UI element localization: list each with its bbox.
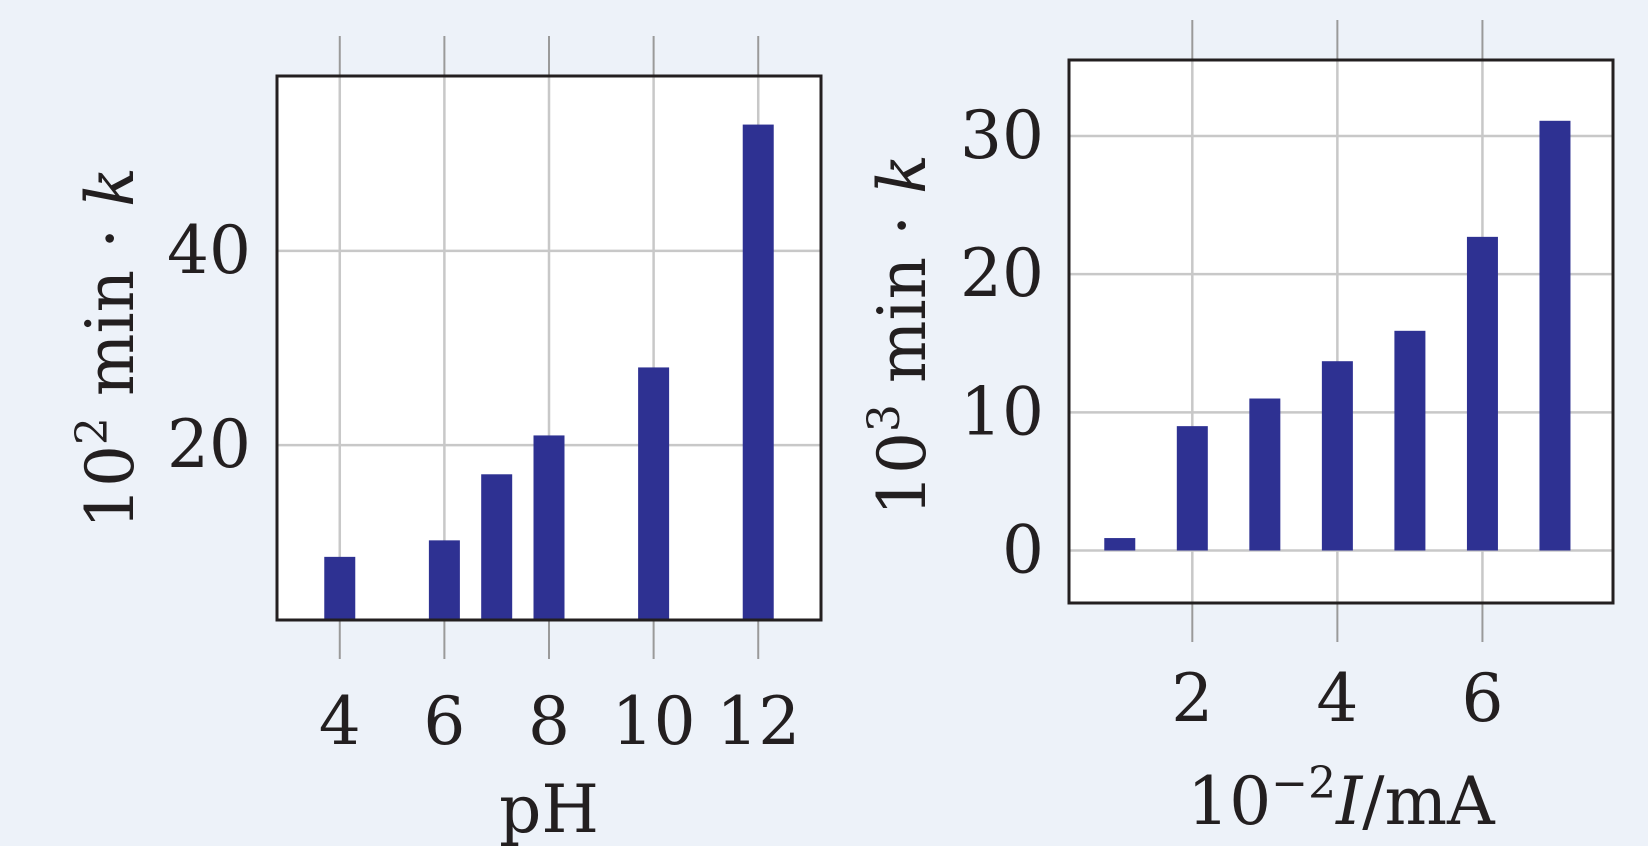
chart-left-bars [324, 124, 774, 621]
chart-left-bar-1 [428, 540, 460, 620]
chart-left-outer-ticks [338, 36, 760, 659]
chart-right-ylabel-unit: min · [864, 194, 941, 404]
chart-right-xlabel-symbol: I [1335, 763, 1364, 840]
chart-right-xtick-label-6: 6 [1461, 660, 1503, 737]
chart-right-ytick-label-0: 0 [1002, 511, 1044, 588]
chart-right-xlabel: 10−2I/mA [1187, 758, 1496, 840]
chart-left-ytick-label-40: 40 [167, 212, 251, 289]
chart-left-xtick-labels: 4 6 8 10 12 [319, 683, 800, 760]
chart-right-ylabel-prefix: 10 [864, 432, 941, 516]
chart-left-bar-4 [638, 367, 670, 620]
chart-left-ylabel-unit: min · [72, 207, 149, 417]
chart-right-ytick-labels: 0 10 20 30 [960, 97, 1044, 589]
chart-right-frame [1067, 58, 1615, 605]
chart-right-bar-4 [1394, 330, 1426, 551]
chart-left-bar-0 [324, 556, 356, 620]
chart-right-xlabel-unit: /mA [1362, 763, 1496, 840]
chart-right-ytick-label-10: 10 [960, 373, 1044, 450]
chart-right-ylabel-exponent: 3 [859, 404, 910, 432]
chart-right-bars [1104, 120, 1571, 551]
chart-right-ytick-label-30: 30 [960, 97, 1044, 174]
chart-left-ytick-label-20: 20 [167, 406, 251, 483]
chart-right-xlabel-prefix: 10 [1187, 763, 1271, 840]
chart-right-ytick-label-20: 20 [960, 235, 1044, 312]
chart-left-xtick-label-6: 6 [423, 683, 465, 760]
chart-right-bar-2 [1249, 398, 1281, 551]
chart-right-xtick-labels: 2 4 6 [1171, 660, 1503, 737]
chart-left-ylabel-symbol: k [72, 167, 149, 207]
chart-right-outer-ticks [1191, 20, 1484, 642]
chart-left-xtick-label-8: 8 [528, 683, 570, 760]
chart-left-xtick-label-4: 4 [319, 683, 361, 760]
chart-left-bar-3 [533, 435, 565, 620]
chart-left-ylabel-prefix: 10 [72, 445, 149, 529]
chart-right-bar-3 [1321, 361, 1353, 551]
chart-left-bar-5 [742, 124, 774, 621]
chart-left-xlabel: pH [499, 771, 599, 846]
chart-left-bar-2 [481, 474, 513, 620]
chart-right-xtick-label-4: 4 [1316, 660, 1358, 737]
chart-left-ylabel-exponent: 2 [67, 417, 118, 445]
chart-right-ylabel-symbol: k [864, 154, 941, 194]
chart-right-xtick-label-2: 2 [1171, 660, 1213, 737]
chart-right-bar-0 [1104, 538, 1136, 551]
chart-left-xtick-label-12: 12 [716, 683, 800, 760]
chart-right-bar-6 [1539, 120, 1571, 551]
chart-right-ylabel: 103 min · k [859, 154, 941, 516]
chart-right-xlabel-exponent: −2 [1271, 758, 1336, 809]
chart-left-xtick-label-10: 10 [612, 683, 696, 760]
chart-right-bar-5 [1466, 236, 1498, 551]
chart-right-bar-1 [1176, 426, 1208, 551]
chart-left-frame [275, 74, 823, 622]
chart-left-ylabel: 102 min · k [67, 167, 149, 529]
